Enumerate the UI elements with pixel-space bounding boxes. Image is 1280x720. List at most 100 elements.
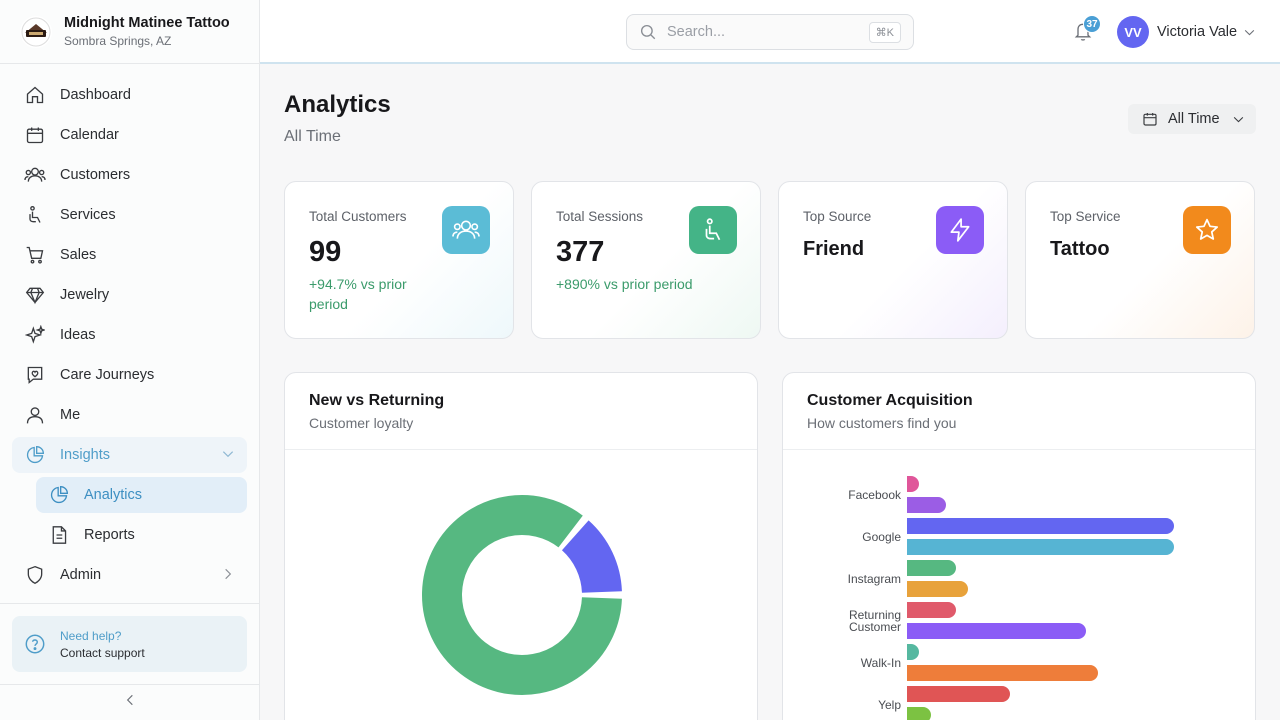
sidebar-item-services[interactable]: Services [12,197,247,233]
users-icon [442,206,490,254]
stat-label: Total Customers [309,209,407,224]
help-circle-icon [24,633,46,655]
acquisition-bar[interactable] [907,686,1011,702]
chevron-down-icon [1232,113,1245,126]
acquisition-bar[interactable] [907,518,1174,534]
sidebar-item-me[interactable]: Me [12,397,247,433]
bolt-icon [936,206,984,254]
panel-title: Customer Acquisition [807,392,973,409]
shield-icon [24,564,46,586]
page-subtitle: All Time [284,128,341,145]
bar-category-label: Instagram [847,572,901,586]
pie-chart-icon [48,484,70,506]
bar-category-label: Walk-In [860,656,901,670]
sidebar-item-label: Customers [60,167,131,183]
bar-category-label: Yelp [878,698,901,712]
stat-label: Top Service [1050,209,1121,224]
home-icon [24,84,46,106]
calendar-icon [24,124,46,146]
bar-category-label: Facebook [848,488,901,502]
sidebar-nav: Dashboard Calendar Customers Services Sa… [0,64,259,593]
notification-badge: 37 [1083,15,1101,33]
collapse-sidebar-button[interactable] [0,684,259,720]
star-icon [1183,206,1231,254]
acquisition-bar[interactable] [907,476,920,492]
sidebar-divider [0,603,259,604]
brand-logo [20,15,52,48]
acquisition-bar[interactable] [907,602,956,618]
sidebar-item-label: Ideas [60,327,96,343]
panel-subtitle: Customer loyalty [309,415,414,431]
stat-value: Tattoo [1050,238,1110,260]
panel-title: New vs Returning [309,392,445,409]
stat-card-total-sessions: Total Sessions 377 +890% vs prior period [531,181,761,339]
sidebar-item-admin[interactable]: Admin [12,557,247,593]
avatar[interactable]: VV [1117,16,1149,48]
brand-name: Midnight Matinee Tattoo [64,15,230,31]
panel-divider [285,449,757,450]
sidebar-item-ideas[interactable]: Ideas [12,317,247,353]
brand-header[interactable]: Midnight Matinee Tattoo Sombra Springs, … [0,0,259,64]
acquisition-bar[interactable] [907,581,968,597]
acquisition-bar[interactable] [907,497,947,513]
acquisition-bar[interactable] [907,623,1086,639]
sidebar-item-label: Sales [60,247,97,263]
help-card[interactable]: Need help? Contact support [12,616,247,672]
stat-label: Total Sessions [556,209,644,224]
user-name[interactable]: Victoria Vale [1157,24,1238,40]
sidebar-item-label: Dashboard [60,87,131,103]
chair-icon [24,204,46,226]
topbar: Search... ⌘K 37 VV Victoria Vale [260,0,1280,64]
chevron-right-icon [221,567,235,585]
sidebar-item-label: Me [60,407,81,423]
sidebar-item-care-journeys[interactable]: Care Journeys [12,357,247,393]
panel-divider [783,449,1255,450]
donut-slice-new[interactable] [422,495,622,695]
brand-location: Sombra Springs, AZ [64,34,172,48]
sidebar-item-sales[interactable]: Sales [12,237,247,273]
sidebar-item-reports[interactable]: Reports [36,517,247,553]
sidebar-item-label: Jewelry [60,287,110,303]
cart-icon [24,244,46,266]
date-range-button[interactable]: All Time [1128,104,1256,134]
users-icon [24,164,46,186]
sidebar-item-calendar[interactable]: Calendar [12,117,247,153]
contact-support-link[interactable]: Contact support [60,645,145,660]
heart-message-icon [24,364,46,386]
chevron-down-icon [221,447,235,465]
bar-category-label: Google [862,530,901,544]
sidebar-item-label: Analytics [84,487,143,503]
sidebar-item-customers[interactable]: Customers [12,157,247,193]
stat-card-top-source: Top Source Friend [778,181,1008,339]
calendar-icon [1142,111,1158,127]
sidebar-item-insights[interactable]: Insights [12,437,247,473]
sidebar-item-analytics[interactable]: Analytics [36,477,247,513]
search-shortcut: ⌘K [868,22,901,43]
stat-label: Top Source [803,209,872,224]
acquisition-bar[interactable] [907,665,1099,681]
sidebar: Midnight Matinee Tattoo Sombra Springs, … [0,0,260,720]
help-title: Need help? [60,628,122,643]
sidebar-item-dashboard[interactable]: Dashboard [12,77,247,113]
chair-icon [689,206,737,254]
acquisition-bar[interactable] [907,707,932,720]
stat-card-total-customers: Total Customers 99 +94.7% vs prior perio… [284,181,514,339]
acquisition-bar-chart: Facebook Google Instagram Returning Customer… [783,373,1255,720]
stat-value: 377 [556,236,605,268]
stat-delta: +890% vs prior period [556,276,693,292]
file-icon [48,524,70,546]
search-input[interactable]: Search... ⌘K [626,14,914,50]
gem-icon [24,284,46,306]
donut-slice-returning[interactable] [561,520,622,594]
chevron-down-icon[interactable] [1243,26,1256,44]
acquisition-bar[interactable] [907,644,920,660]
stat-card-top-service: Top Service Tattoo [1025,181,1255,339]
search-placeholder: Search... [667,24,726,40]
sparkles-icon [24,324,46,346]
sidebar-item-label: Calendar [60,127,119,143]
acquisition-bar[interactable] [907,539,1174,555]
date-range-label: All Time [1168,111,1220,127]
bar-category-label: Returning Customer [848,608,901,634]
sidebar-item-jewelry[interactable]: Jewelry [12,277,247,313]
acquisition-bar[interactable] [907,560,956,576]
